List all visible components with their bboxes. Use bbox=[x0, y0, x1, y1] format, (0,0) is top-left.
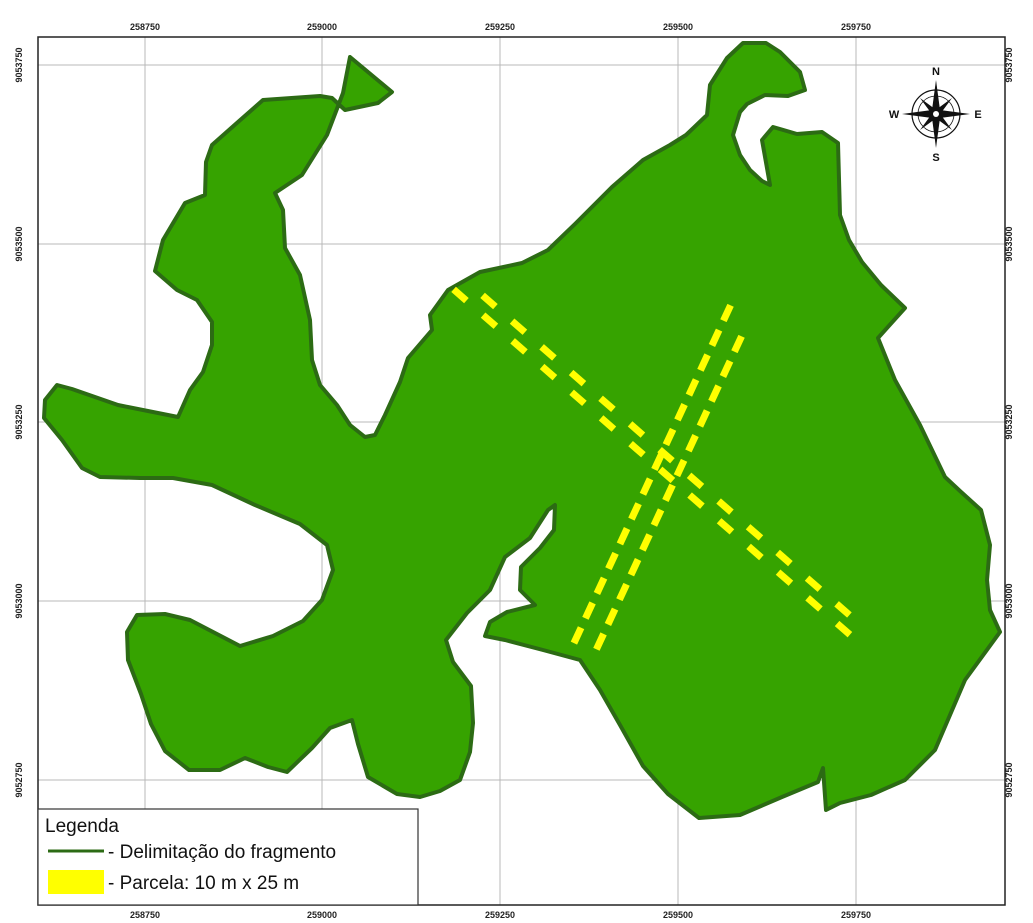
plot-rectangle bbox=[570, 626, 585, 645]
plot-rectangle bbox=[539, 363, 558, 381]
plot-rectangle bbox=[568, 369, 587, 387]
plot-rectangle bbox=[480, 292, 498, 310]
plot-rectangle bbox=[628, 502, 642, 521]
plot-rectangle bbox=[593, 632, 607, 651]
plot-rectangle bbox=[834, 620, 853, 638]
plot-rectangle bbox=[657, 466, 676, 484]
plot-rectangle bbox=[627, 558, 642, 577]
plot-rectangle bbox=[716, 498, 734, 515]
plot-rectangle bbox=[604, 607, 619, 626]
plot-rectangle bbox=[804, 575, 823, 592]
plot-rectangle bbox=[662, 427, 677, 447]
legend: Legenda - Delimitação do fragmento - Par… bbox=[37, 808, 419, 906]
plot-rectangle bbox=[569, 389, 587, 407]
legend-item-plot-label: - Parcela: 10 m x 25 m bbox=[108, 873, 299, 894]
plot-rectangle bbox=[509, 318, 528, 335]
coordinate-ticks: 258750 258750 259000 259000 259250 259250 2595… bbox=[14, 22, 1014, 920]
plot-rectangle bbox=[598, 395, 616, 413]
x-tick-label-bottom: 259500 bbox=[663, 910, 693, 920]
y-tick-label-left: 9053500 bbox=[14, 226, 24, 261]
plot-rectangle bbox=[716, 518, 735, 535]
y-tick-label-left: 9052750 bbox=[14, 762, 24, 797]
plot-rectangle bbox=[731, 334, 745, 354]
plot-rectangle bbox=[719, 359, 734, 378]
plot-rectangle bbox=[805, 595, 823, 612]
y-tick-label-right: 9053750 bbox=[1004, 47, 1014, 82]
plot-rectangle bbox=[480, 312, 499, 329]
plot-rectangle bbox=[686, 472, 705, 490]
plot-rectangle bbox=[834, 601, 852, 618]
fragment-polygon bbox=[42, 41, 1002, 820]
plot-rectangle bbox=[582, 601, 596, 620]
x-tick-label-bottom: 258750 bbox=[130, 910, 160, 920]
plot-rectangle bbox=[662, 483, 676, 502]
x-tick-label-bottom: 259000 bbox=[307, 910, 337, 920]
y-tick-label-right: 9053000 bbox=[1004, 583, 1014, 618]
plot-rectangle bbox=[616, 582, 630, 602]
plot-rectangle bbox=[697, 353, 711, 372]
compass-rose-icon: N S E W bbox=[889, 66, 982, 164]
x-tick-label-bottom: 259750 bbox=[841, 910, 871, 920]
plot-rectangle bbox=[708, 328, 723, 347]
plot-rectangle bbox=[775, 549, 793, 567]
plot-rectangle bbox=[685, 434, 699, 453]
plot-rectangle bbox=[708, 384, 722, 403]
plot-rectangle bbox=[720, 303, 734, 323]
x-tick-label-top: 259000 bbox=[307, 22, 337, 32]
plot-rectangle bbox=[616, 527, 631, 546]
x-tick-label-top: 259500 bbox=[663, 22, 693, 32]
x-tick-label-bottom: 259250 bbox=[485, 910, 515, 920]
x-tick-label-top: 258750 bbox=[130, 22, 160, 32]
plots-group bbox=[451, 286, 853, 651]
plot-rectangle bbox=[539, 344, 557, 361]
plot-rectangle bbox=[639, 533, 653, 552]
y-tick-label-right: 9053250 bbox=[1004, 404, 1014, 439]
plot-rectangle bbox=[674, 403, 688, 422]
plot-rectangle bbox=[651, 452, 665, 471]
plot-rectangle bbox=[593, 576, 608, 595]
plot-rectangle bbox=[451, 286, 469, 304]
plot-rectangle bbox=[628, 440, 646, 458]
plot-rectangle bbox=[745, 524, 764, 541]
legend-plot-symbol bbox=[48, 870, 104, 894]
y-tick-label-right: 9052750 bbox=[1004, 762, 1014, 797]
plot-rectangle bbox=[687, 492, 705, 509]
map-frame bbox=[37, 36, 1006, 906]
plot-rectangle bbox=[639, 477, 654, 496]
y-tick-label-left: 9053750 bbox=[14, 47, 24, 82]
legend-title: Legenda bbox=[45, 816, 119, 837]
plot-rectangle bbox=[696, 409, 711, 428]
x-tick-label-top: 259250 bbox=[485, 22, 515, 32]
x-tick-label-top: 259750 bbox=[841, 22, 871, 32]
compass-n-label: N bbox=[932, 66, 940, 78]
plot-rectangle bbox=[673, 458, 688, 478]
compass-e-label: E bbox=[974, 109, 981, 121]
y-tick-label-left: 9053000 bbox=[14, 583, 24, 618]
plot-rectangle bbox=[775, 569, 794, 586]
legend-item-fragment-label: - Delimitação do fragmento bbox=[108, 842, 336, 863]
plot-rectangle bbox=[605, 551, 619, 571]
plot-rectangle bbox=[598, 415, 617, 432]
compass-s-label: S bbox=[932, 152, 939, 164]
plot-rectangle bbox=[685, 378, 700, 397]
y-tick-label-left: 9053250 bbox=[14, 404, 24, 439]
plot-rectangle bbox=[657, 446, 675, 464]
y-tick-label-right: 9053500 bbox=[1004, 226, 1014, 261]
plot-rectangle bbox=[650, 508, 665, 527]
plot-rectangle bbox=[746, 543, 764, 561]
plot-rectangle bbox=[510, 338, 528, 355]
compass-w-label: W bbox=[889, 109, 900, 121]
plot-rectangle bbox=[627, 421, 646, 438]
